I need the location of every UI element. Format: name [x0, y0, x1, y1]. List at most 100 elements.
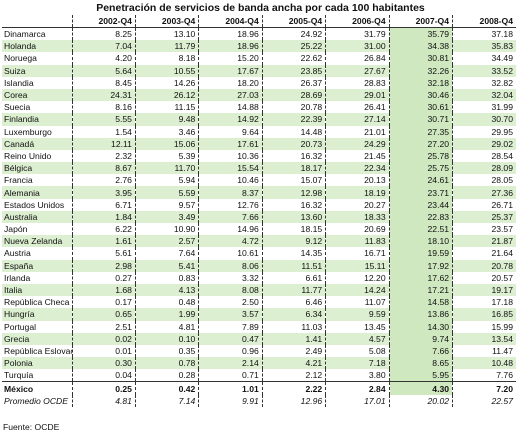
value-cell: 10.90 [134, 223, 199, 236]
value-cell: 11.15 [134, 101, 199, 114]
value-cell: 31.00 [325, 40, 390, 53]
value-cell: 10.61 [198, 247, 263, 260]
value-cell: 15.99 [452, 320, 516, 333]
value-cell: 28.69 [261, 88, 326, 102]
value-cell: 13.86 [388, 308, 453, 321]
country-name: Dinamarca [4, 29, 46, 40]
country-name: Francia [4, 175, 33, 186]
value-cell: 27.20 [388, 137, 453, 150]
table-row: Suecia 8.16 11.15 14.88 20.78 26.41 30.61 31.99 [2, 101, 516, 114]
column-header: 2003-Q4 [134, 15, 199, 28]
value-cell: 15.06 [134, 137, 199, 150]
value-cell: 17.18 [452, 296, 516, 309]
country-name: Italia [2, 283, 72, 297]
value-cell: 2.57 [134, 235, 199, 248]
value-cell: 30.61 [388, 101, 453, 114]
value-cell: 8.45 [71, 76, 136, 89]
country-name: Austria [4, 248, 31, 259]
table-row: Irlanda 0.27 0.83 3.32 6.61 12.20 17.62 20.57 [2, 271, 516, 284]
title: Penetración de servicios de banda ancha … [96, 2, 425, 14]
value-cell: 2.14 [198, 357, 263, 370]
value-cell: 5.61 [71, 247, 136, 260]
value-cell: 2.98 [71, 259, 136, 272]
country-name: Portugal [4, 321, 37, 332]
value-cell: 7.66 [388, 344, 453, 358]
value-cell: 19.59 [388, 247, 453, 260]
country-name: Canadá [2, 137, 72, 150]
value-cell: 17.92 [388, 259, 453, 272]
value-cell: 29.02 [452, 137, 516, 150]
column-header: 2004-Q4 [198, 15, 263, 28]
value-cell: 17.61 [198, 137, 263, 150]
value-cell: 21.64 [452, 247, 516, 260]
value-cell: 34.38 [388, 40, 453, 53]
value-cell: 8.37 [198, 186, 263, 199]
value-cell: 7.04 [71, 40, 136, 53]
value-cell: 11.77 [261, 283, 326, 297]
table-row: Australia 1.84 3.49 7.66 13.60 18.33 22.83 25.3… [2, 210, 516, 223]
value-cell: 3.46 [134, 125, 199, 138]
table-row: Reino Unido 2.32 5.39 10.36 16.32 21.45 25.78 2… [2, 149, 516, 163]
value-cell: 4.13 [134, 283, 199, 297]
country-name: República Eslovaca [4, 345, 72, 356]
value-cell: 37.18 [452, 27, 516, 41]
value-cell: 34.49 [452, 52, 516, 65]
value-cell: 8.08 [198, 283, 263, 297]
table-row: Finlandia 5.55 9.48 14.92 22.39 27.14 30.71 30.… [2, 113, 516, 126]
value-cell: 32.04 [452, 88, 516, 102]
value-cell: 9.74 [388, 332, 453, 345]
value-cell: 3.95 [71, 186, 136, 199]
data-table: 2002-Q4 2003-Q4 2004-Q4 2005-Q4 2006-Q4 2007-… [2, 15, 516, 407]
value-cell: 27.03 [198, 88, 263, 102]
value-cell: 5.39 [134, 149, 199, 163]
value-cell: 20.13 [325, 174, 390, 187]
value-cell: 11.07 [325, 296, 390, 309]
value-cell: 5.64 [71, 64, 136, 77]
country-name: Holanda [2, 40, 72, 53]
value-cell: 0.65 [71, 308, 136, 321]
value-cell: 23.57 [452, 223, 516, 236]
value-cell: 7.20 [452, 381, 516, 395]
value-cell: 7.64 [134, 247, 199, 260]
column-header: 2007-Q4 [388, 15, 453, 28]
country-name: Corea [2, 88, 72, 102]
value-cell: 1.99 [134, 308, 199, 321]
value-cell: 21.87 [452, 235, 516, 248]
value-cell: 4.20 [71, 52, 136, 65]
value-cell: 8.06 [198, 259, 263, 272]
value-cell: 20.57 [452, 271, 516, 284]
value-cell: 28.54 [452, 149, 516, 163]
country-name: Suecia [4, 102, 31, 113]
table-row: Hungría 0.65 1.99 3.57 6.34 9.59 13.86 16.85 [2, 308, 516, 321]
value-cell: 23.85 [261, 64, 326, 77]
table-row: España 2.98 5.41 8.06 11.51 15.11 17.92 20.78 [2, 259, 516, 272]
value-cell: 5.95 [388, 369, 453, 382]
value-cell: 9.57 [134, 198, 199, 211]
value-cell: 17.62 [388, 271, 453, 284]
value-cell: 32.18 [388, 76, 453, 89]
table-row: Suiza 5.64 10.55 17.67 23.85 27.67 32.26 33.52 [2, 64, 516, 77]
value-cell: 11.47 [452, 344, 516, 358]
value-cell: 8.67 [71, 162, 136, 175]
value-cell: 0.78 [134, 357, 199, 370]
value-cell: 27.14 [325, 113, 390, 126]
value-cell: 9.59 [325, 308, 390, 321]
value-cell: 28.83 [325, 76, 390, 89]
value-cell: 30.71 [388, 113, 453, 126]
value-cell: 21.45 [325, 149, 390, 163]
value-cell: 4.57 [325, 332, 390, 345]
value-cell: 20.73 [261, 137, 326, 150]
value-cell: 14.24 [325, 283, 390, 297]
value-cell: 14.48 [261, 125, 326, 138]
value-cell: 7.18 [325, 357, 390, 370]
value-cell: 9.64 [198, 125, 263, 138]
value-cell: 25.78 [388, 149, 453, 163]
value-cell: 17.67 [198, 64, 263, 77]
value-cell: 2.84 [325, 381, 390, 395]
value-cell: 18.33 [325, 210, 390, 223]
country-name: Luxemburgo [4, 126, 52, 137]
value-cell: 18.96 [198, 40, 263, 53]
value-cell: 24.29 [325, 137, 390, 150]
table-row: México 0.25 0.42 1.01 2.22 2.84 4.30 7.20 [2, 381, 516, 395]
source: Fuente: OCDE [3, 422, 60, 432]
